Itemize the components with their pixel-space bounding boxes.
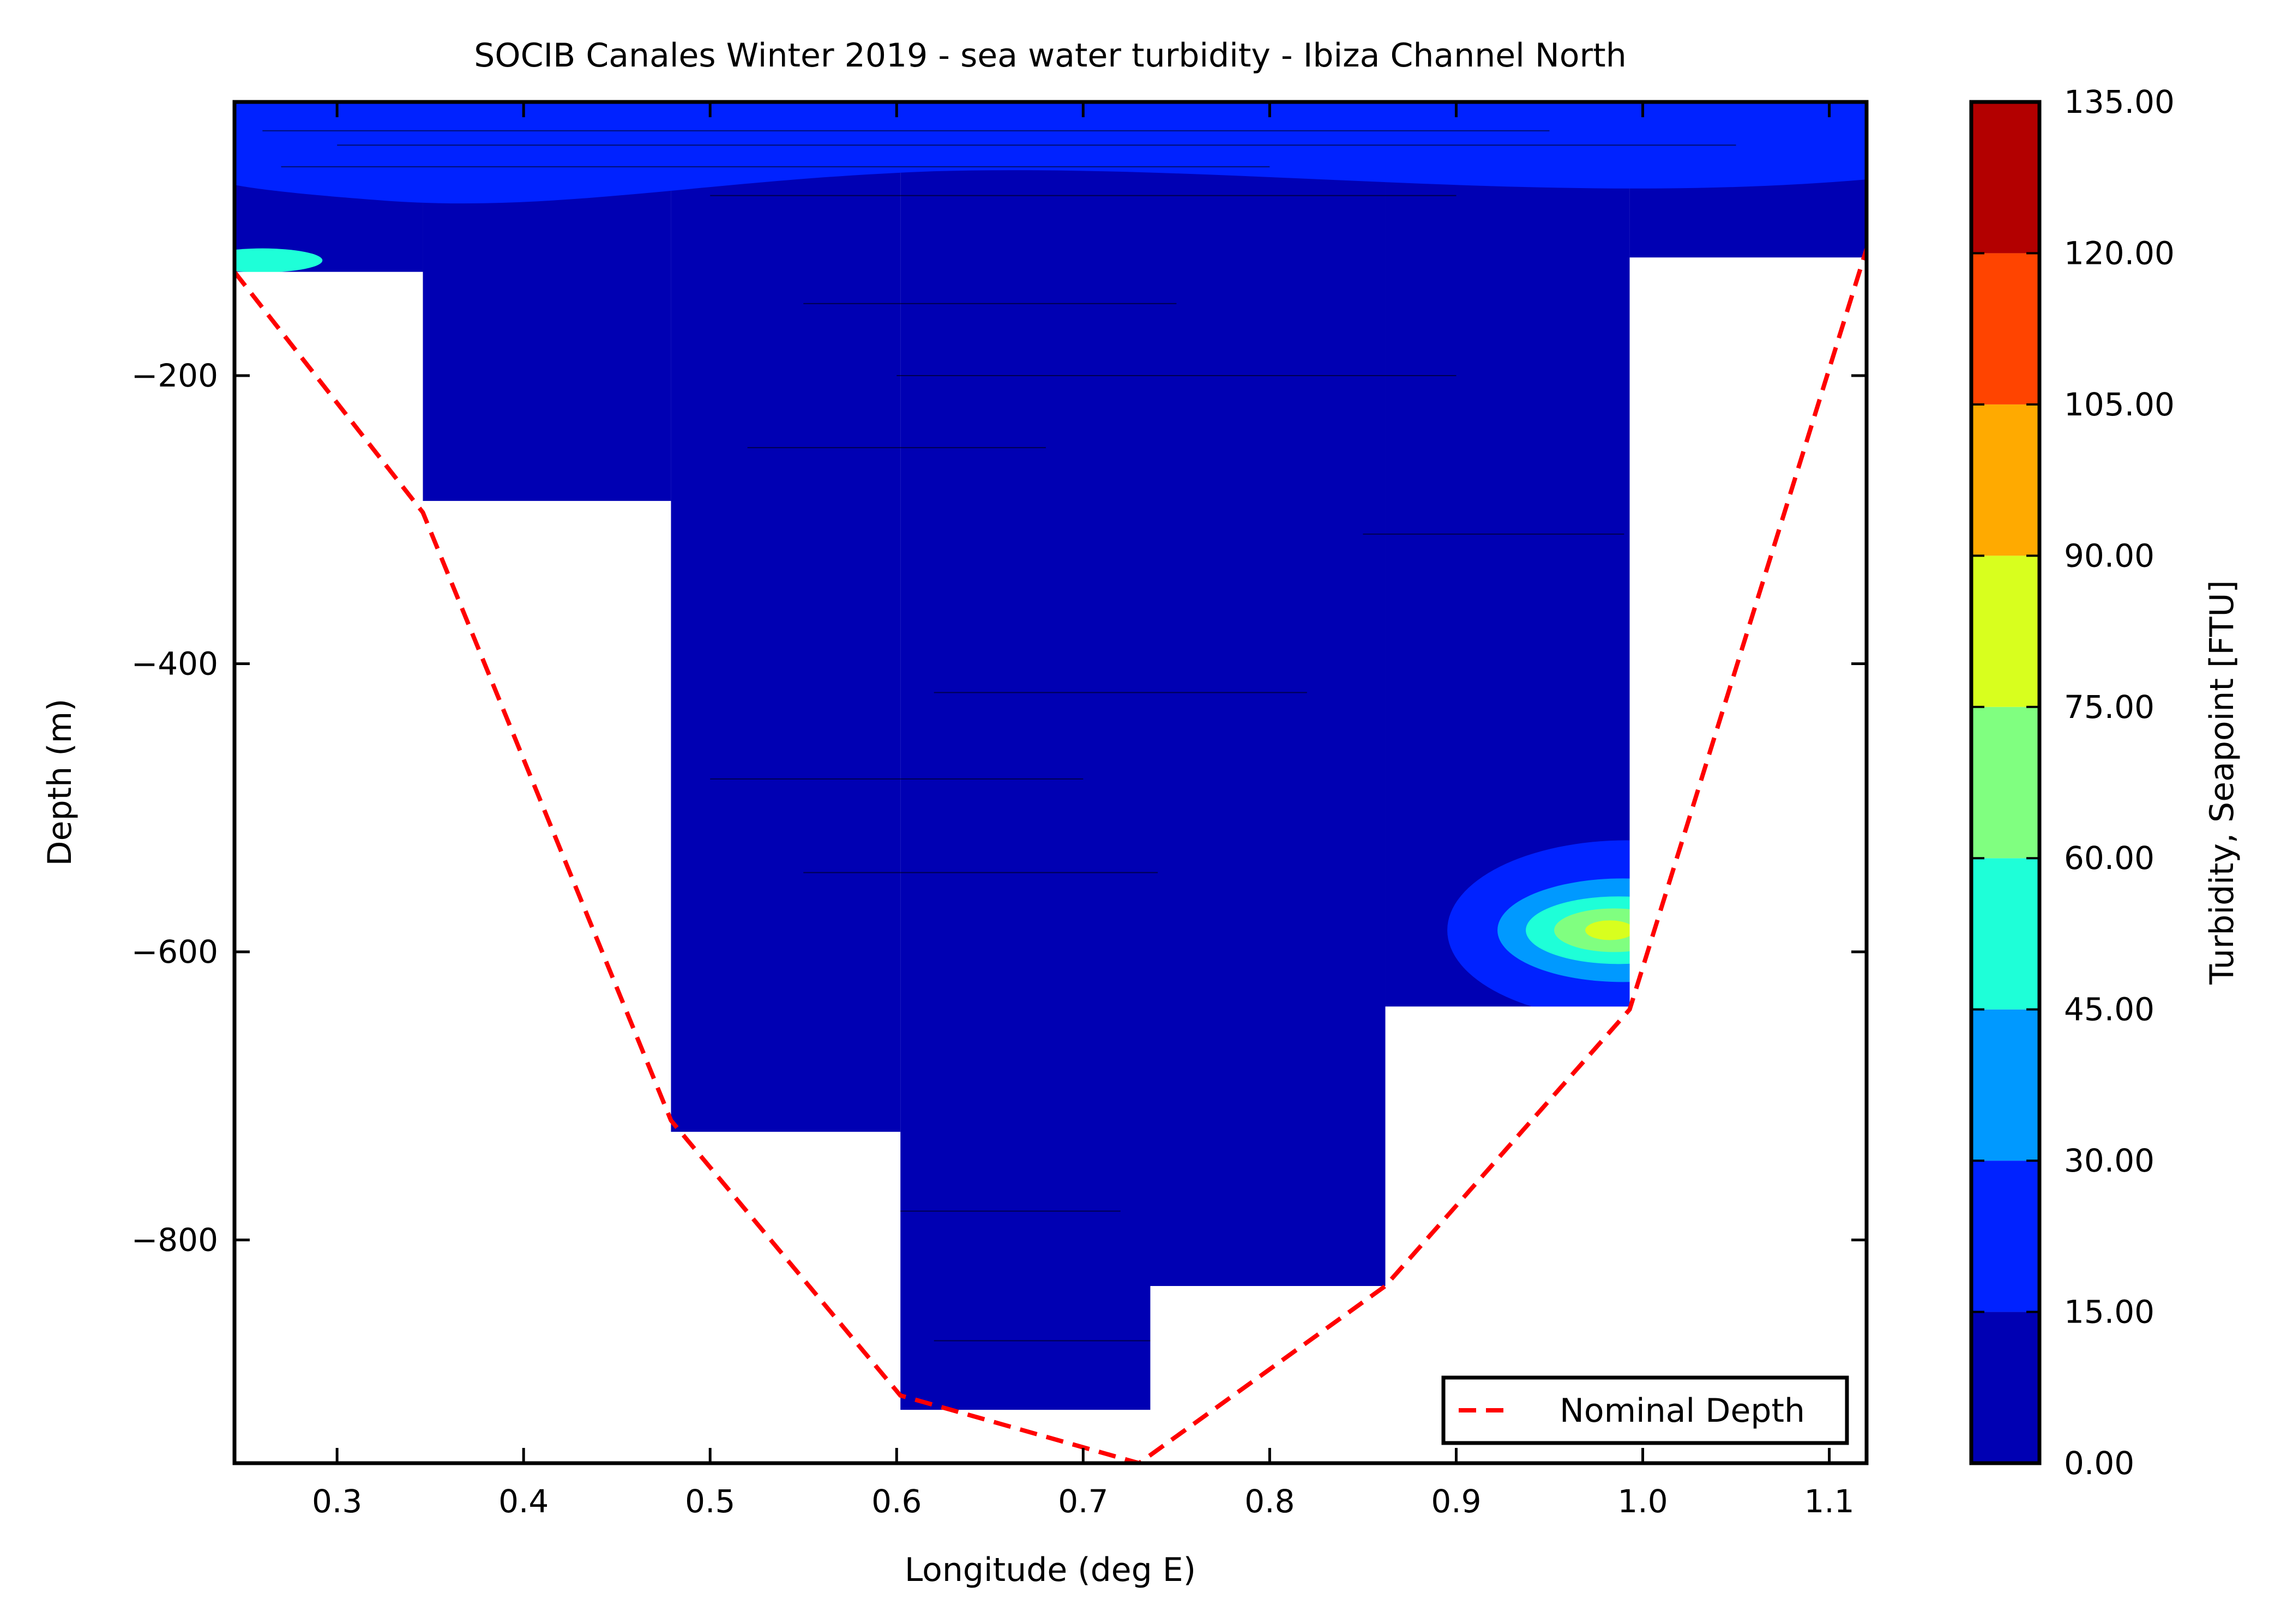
colorbar-band-2	[1971, 1009, 2039, 1161]
colorbar-band-1	[1971, 1161, 2039, 1312]
colorbar-tick-label-6: 90.00	[2064, 537, 2154, 574]
colorbar-band-5	[1971, 556, 2039, 707]
colorbar-tick-label-0: 0.00	[2064, 1445, 2134, 1482]
y-tick-label-3: −800	[131, 1221, 218, 1258]
legend-nominal-depth-label: Nominal Depth	[1560, 1392, 1805, 1430]
water-column-5	[1150, 102, 1386, 1286]
seafloor-mask-1	[234, 271, 423, 1463]
legend: Nominal Depth	[1441, 1375, 1849, 1445]
plot-frame	[232, 100, 1869, 1465]
x-tick-label-1: 0.4	[498, 1483, 549, 1520]
x-tick-label-3: 0.6	[871, 1483, 922, 1520]
seafloor-mask-2	[423, 500, 671, 1463]
seafloor-mask-5	[1150, 1285, 1386, 1463]
y-tick-label-1: −400	[131, 645, 218, 683]
colorbar-label: Turbidity, Seapoint [FTU]	[2203, 580, 2241, 985]
legend-frame	[1441, 1375, 1849, 1445]
colorbar-tick-label-2: 30.00	[2064, 1142, 2154, 1179]
chart-title: SOCIB Canales Winter 2019 - sea water tu…	[474, 37, 1626, 75]
colorbar: 0.00 15.00 30.00 45.00 60.00 75.00 90.00 105.00…	[1969, 83, 2175, 1482]
x-tick-label-4: 0.7	[1058, 1483, 1108, 1520]
x-tick-label-7: 1.0	[1617, 1483, 1668, 1520]
y-tick-label-0: −200	[131, 357, 218, 394]
colorbar-tick-label-7: 105.00	[2064, 386, 2175, 423]
colorbar-band-8	[1971, 102, 2039, 253]
seafloor-mask-7	[1629, 257, 1867, 1463]
colorbar-band-4	[1971, 707, 2039, 859]
colorbar-tick-label-4: 60.00	[2064, 840, 2154, 877]
colorbar-tick-label-8: 120.00	[2064, 234, 2175, 271]
colorbar-frame	[1969, 100, 2042, 1465]
colorbar-band-0	[1971, 1312, 2039, 1463]
y-axis-label: Depth (m)	[41, 698, 79, 866]
nominal-depth-line	[234, 248, 1867, 1463]
plot-area	[234, 102, 1867, 1463]
x-tick-label-2: 0.5	[685, 1483, 735, 1520]
x-tick-label-8: 1.1	[1804, 1483, 1854, 1520]
y-tick-label-2: −600	[131, 933, 218, 970]
colorbar-tick-label-9: 135.00	[2064, 83, 2175, 120]
seafloor-mask-3	[671, 1132, 901, 1463]
water-column-4	[900, 102, 1151, 1410]
x-tick-label-6: 0.9	[1431, 1483, 1481, 1520]
x-tick-label-0: 0.3	[312, 1483, 362, 1520]
water-column-3	[671, 102, 901, 1132]
bottom-turbidity-contour-5	[1585, 920, 1635, 940]
x-tick-label-5: 0.8	[1244, 1483, 1295, 1520]
colorbar-tick-label-1: 15.00	[2064, 1294, 2154, 1331]
colorbar-band-3	[1971, 858, 2039, 1010]
colorbar-band-6	[1971, 404, 2039, 556]
colorbar-tick-label-3: 45.00	[2064, 991, 2154, 1028]
colorbar-tick-label-5: 75.00	[2064, 689, 2154, 726]
shallow-left-patch	[234, 248, 323, 273]
surface-turbid-layer	[234, 102, 1867, 204]
axes: 0.3 0.4 0.5 0.6 0.7 0.8 0.9 1.0 1.1 −200 −400 −600 −…	[131, 100, 1869, 1520]
colorbar-band-7	[1971, 253, 2039, 405]
x-axis-label: Longitude (deg E)	[905, 1551, 1196, 1589]
